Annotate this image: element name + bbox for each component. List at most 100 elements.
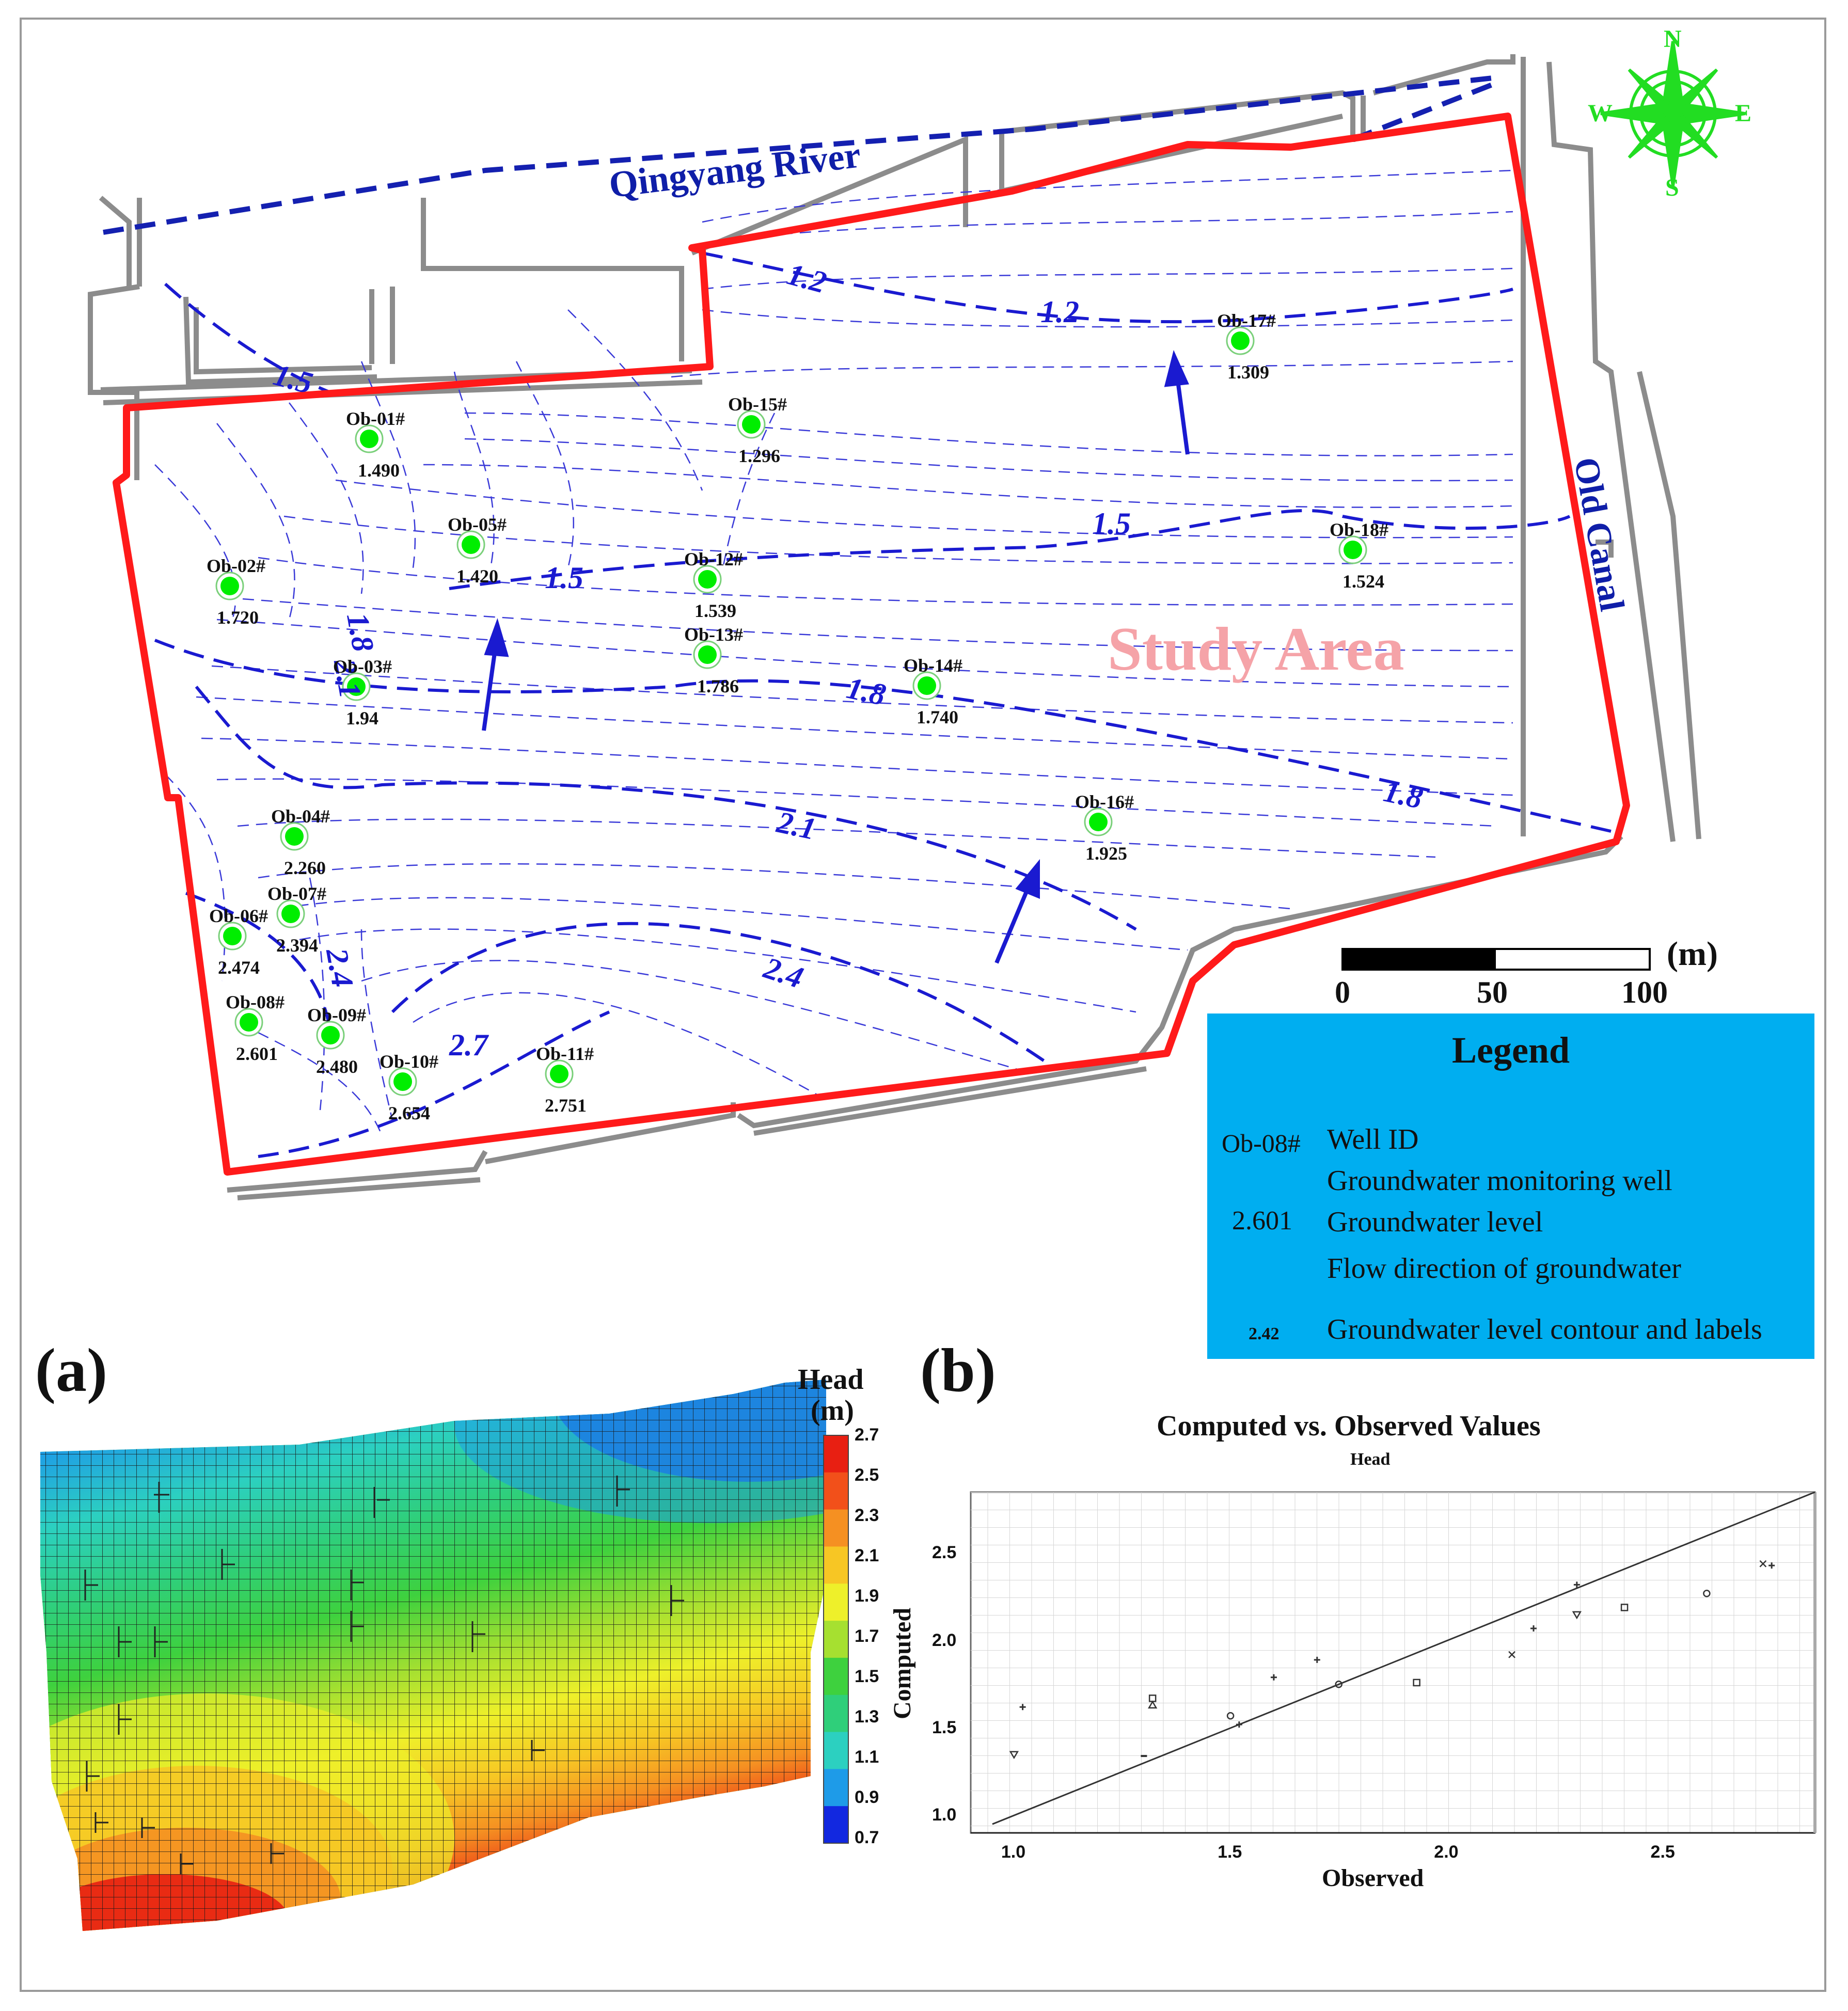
scatter-point — [1147, 1700, 1158, 1709]
legend-title: Legend — [1451, 1030, 1570, 1071]
scatter-point — [1572, 1611, 1582, 1620]
colorbar-segment — [824, 1584, 848, 1622]
colorbar-title-line2: (m) — [811, 1395, 854, 1427]
scale-bar — [1341, 948, 1651, 971]
well-level-label: 1.490 — [358, 460, 400, 481]
colorbar-tick-label: 1.3 — [855, 1707, 879, 1727]
colorbar-tick-label: 2.1 — [855, 1546, 879, 1565]
compass-e: E — [1735, 100, 1752, 127]
contour-label: 1.5 — [545, 561, 583, 595]
well-id-label: Ob-01# — [346, 408, 405, 429]
well-level-label: 2.751 — [545, 1095, 587, 1116]
head-colorbar — [823, 1435, 849, 1844]
scatter-point — [1148, 1695, 1157, 1702]
colorbar-segment — [824, 1657, 848, 1696]
scatter-point — [1335, 1681, 1342, 1688]
colorbar-tick-label: 0.7 — [855, 1828, 879, 1847]
x-tick-label: 1.0 — [1001, 1842, 1026, 1862]
scatter-point — [1009, 1751, 1019, 1760]
scale-unit: (m) — [1667, 935, 1718, 973]
monitoring-well-dot — [550, 1065, 568, 1083]
legend-sample-id: Ob-08# — [1222, 1129, 1301, 1158]
well-level-label: 1.539 — [694, 600, 736, 621]
monitoring-well-dot — [347, 677, 366, 696]
colorbar-tick-label: 1.5 — [855, 1667, 879, 1686]
y-tick-label: 1.0 — [932, 1805, 957, 1825]
colorbar-tick-label: 2.7 — [855, 1425, 879, 1445]
colorbar-segment — [824, 1769, 848, 1807]
scatter-point — [1768, 1562, 1775, 1569]
monitoring-well-dot — [1089, 813, 1108, 831]
well-level-label: 2.480 — [316, 1056, 358, 1077]
colorbar-segment — [824, 1695, 848, 1733]
colorbar-frame — [823, 1435, 849, 1844]
scatter-plot-area — [992, 1491, 1815, 1825]
well-id-label: Ob-12# — [684, 549, 744, 569]
well-id-label: Ob-13# — [684, 624, 744, 645]
monitoring-well-dot — [742, 415, 761, 434]
model-head-map — [40, 1380, 826, 1931]
scale-label-0: 0 — [1335, 975, 1350, 1009]
colorbar-tick-label: 2.3 — [855, 1506, 879, 1525]
contour-label: 1.8 — [340, 610, 381, 655]
compass-rose-icon — [1600, 41, 1746, 186]
well-level-label: 2.601 — [236, 1043, 278, 1064]
monitoring-well-dot — [698, 570, 717, 589]
x-tick-label: 1.5 — [1218, 1842, 1242, 1862]
compass-n: N — [1664, 25, 1682, 53]
contour-label: 2.4 — [319, 945, 360, 990]
monitoring-well-dot — [918, 676, 936, 695]
well-level-label: 2.654 — [388, 1103, 430, 1123]
colorbar-segment — [824, 1509, 848, 1547]
chart-subtitle: Head — [1350, 1450, 1391, 1469]
well-id-label: Ob-07# — [267, 883, 327, 904]
well-id-label: Ob-18# — [1330, 519, 1389, 540]
compass-w: W — [1588, 100, 1613, 127]
well-id-label: Ob-06# — [209, 906, 268, 926]
panel-b-letter: (b) — [920, 1336, 996, 1404]
well-level-label: 1.296 — [738, 446, 780, 466]
monitoring-well-dot — [223, 927, 242, 945]
monitoring-well-dot — [321, 1026, 340, 1044]
chart-title: Computed vs. Observed Values — [1157, 1410, 1541, 1442]
scatter-point — [1270, 1674, 1277, 1681]
colorbar-segment — [824, 1472, 848, 1510]
well-id-label: Ob-11# — [536, 1043, 594, 1064]
well-level-label: 2.260 — [284, 858, 326, 878]
colorbar-segment — [824, 1806, 848, 1844]
scatter-point — [1620, 1604, 1629, 1611]
x-tick-label: 2.0 — [1434, 1842, 1459, 1862]
model-well-markers — [84, 1476, 684, 1874]
colorbar-segment — [824, 1732, 848, 1770]
scatter-point — [1508, 1651, 1515, 1658]
well-id-label: Ob-05# — [448, 514, 507, 535]
monitoring-well-dot — [220, 577, 239, 595]
well-id-label: Ob-03# — [333, 656, 392, 677]
legend-panel: Legend Ob-08# 2.601 2.42 Well ID Groundw… — [1207, 1014, 1814, 1359]
well-level-label: 2.474 — [218, 957, 260, 978]
flow-arrows — [482, 350, 1190, 964]
scatter-point — [1703, 1590, 1711, 1597]
colorbar-tick-label: 1.7 — [855, 1626, 879, 1646]
y-tick-label: 2.5 — [932, 1543, 957, 1563]
scatter-point — [1226, 1712, 1235, 1720]
y-tick-label: 2.0 — [932, 1630, 957, 1650]
well-id-label: Ob-16# — [1075, 791, 1134, 812]
well-id-label: Ob-17# — [1217, 310, 1276, 331]
scatter-point — [1413, 1679, 1420, 1687]
scatter-point — [1530, 1625, 1537, 1632]
well-id-label: Ob-15# — [728, 394, 787, 415]
contour-label: 1.2 — [1040, 295, 1079, 329]
legend-sample-level: 2.601 — [1232, 1206, 1292, 1236]
monitoring-well-dot — [281, 905, 300, 923]
well-id-label: Ob-08# — [226, 992, 285, 1012]
colorbar-tick-label: 1.1 — [855, 1747, 879, 1767]
scatter-point — [1759, 1560, 1767, 1567]
legend-item-groundwater-level: Groundwater level — [1327, 1206, 1543, 1238]
chart-ylabel: Computed — [889, 1607, 916, 1719]
well-id-label: Ob-10# — [380, 1051, 439, 1072]
well-level-label: 1.786 — [697, 676, 739, 696]
wells-layer — [215, 326, 1367, 1096]
compass-s: S — [1665, 174, 1679, 201]
